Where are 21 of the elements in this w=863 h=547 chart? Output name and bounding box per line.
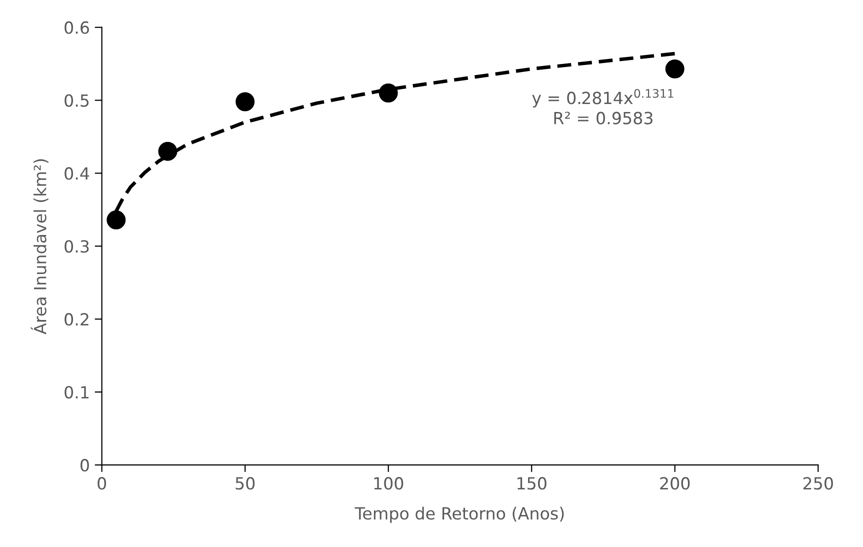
y-axis-title: Área Inundavel (km²) [30, 159, 48, 334]
y-tick-label: 0.2 [64, 313, 88, 326]
point [236, 92, 255, 112]
point [378, 84, 398, 102]
y-tick-label: 0.5 [64, 94, 89, 107]
y-tick-label: 0.4 [64, 167, 90, 180]
x-tick-label: 0 [98, 477, 106, 490]
y-tick-label: 0.6 [64, 21, 89, 34]
x-tick-label: 200 [660, 477, 690, 490]
point [665, 59, 684, 78]
annotation: y = 0.2814x$^{0.1311}$ R² = 0.9583 [532, 89, 674, 124]
y-tick-label: 0.3 [64, 240, 89, 253]
y-tick-label: 0.1 [64, 386, 88, 399]
x-tick-label: 250 [803, 477, 833, 490]
point [158, 142, 178, 161]
y-tick-label: 0 [80, 458, 89, 472]
x-tick-label: 50 [236, 477, 255, 490]
point [106, 210, 126, 230]
x-tick-label: 100 [374, 477, 404, 490]
x-axis-title: Tempo de Retorno (Anos) [354, 506, 564, 523]
x-tick-label: 150 [518, 477, 546, 490]
